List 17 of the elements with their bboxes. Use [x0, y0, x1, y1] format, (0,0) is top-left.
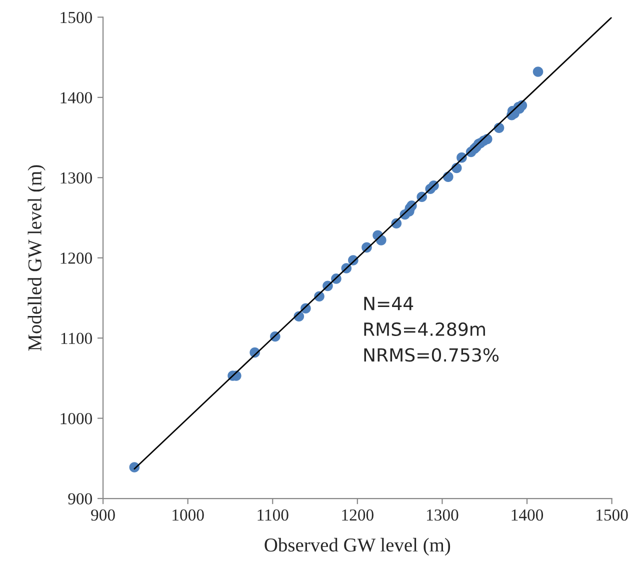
y-tick-label: 1200	[60, 252, 92, 264]
x-tick-label: 1500	[596, 509, 628, 521]
y-tick-label: 1400	[60, 92, 92, 104]
x-tick-label: 1300	[427, 509, 458, 521]
y-tick-label: 1000	[60, 412, 92, 424]
y-tick-label: 1300	[60, 172, 92, 184]
x-tick-label: 1100	[258, 509, 288, 521]
x-tick-label: 900	[91, 509, 115, 521]
x-tick-label: 1000	[172, 509, 204, 521]
y-tick-label: 1500	[60, 12, 92, 24]
x-tick-label: 1400	[512, 509, 544, 521]
y-tick-label: 900	[68, 493, 92, 504]
x-tick-label: 1200	[342, 509, 374, 521]
y-axis-title: Modelled GW level (m)	[28, 165, 46, 351]
annotation: N=44 RMS=4.289m NRMS=0.753%	[364, 296, 499, 362]
x-axis-title: Observed GW level (m)	[264, 538, 450, 556]
y-tick-label: 1100	[61, 332, 92, 344]
